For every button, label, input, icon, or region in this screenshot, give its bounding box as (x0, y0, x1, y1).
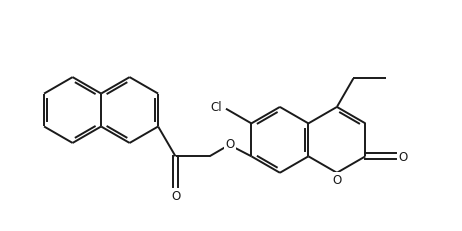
Text: O: O (398, 150, 407, 163)
Text: O: O (171, 189, 180, 202)
Text: O: O (225, 138, 235, 151)
Text: Cl: Cl (210, 100, 222, 113)
Text: O: O (332, 173, 341, 186)
